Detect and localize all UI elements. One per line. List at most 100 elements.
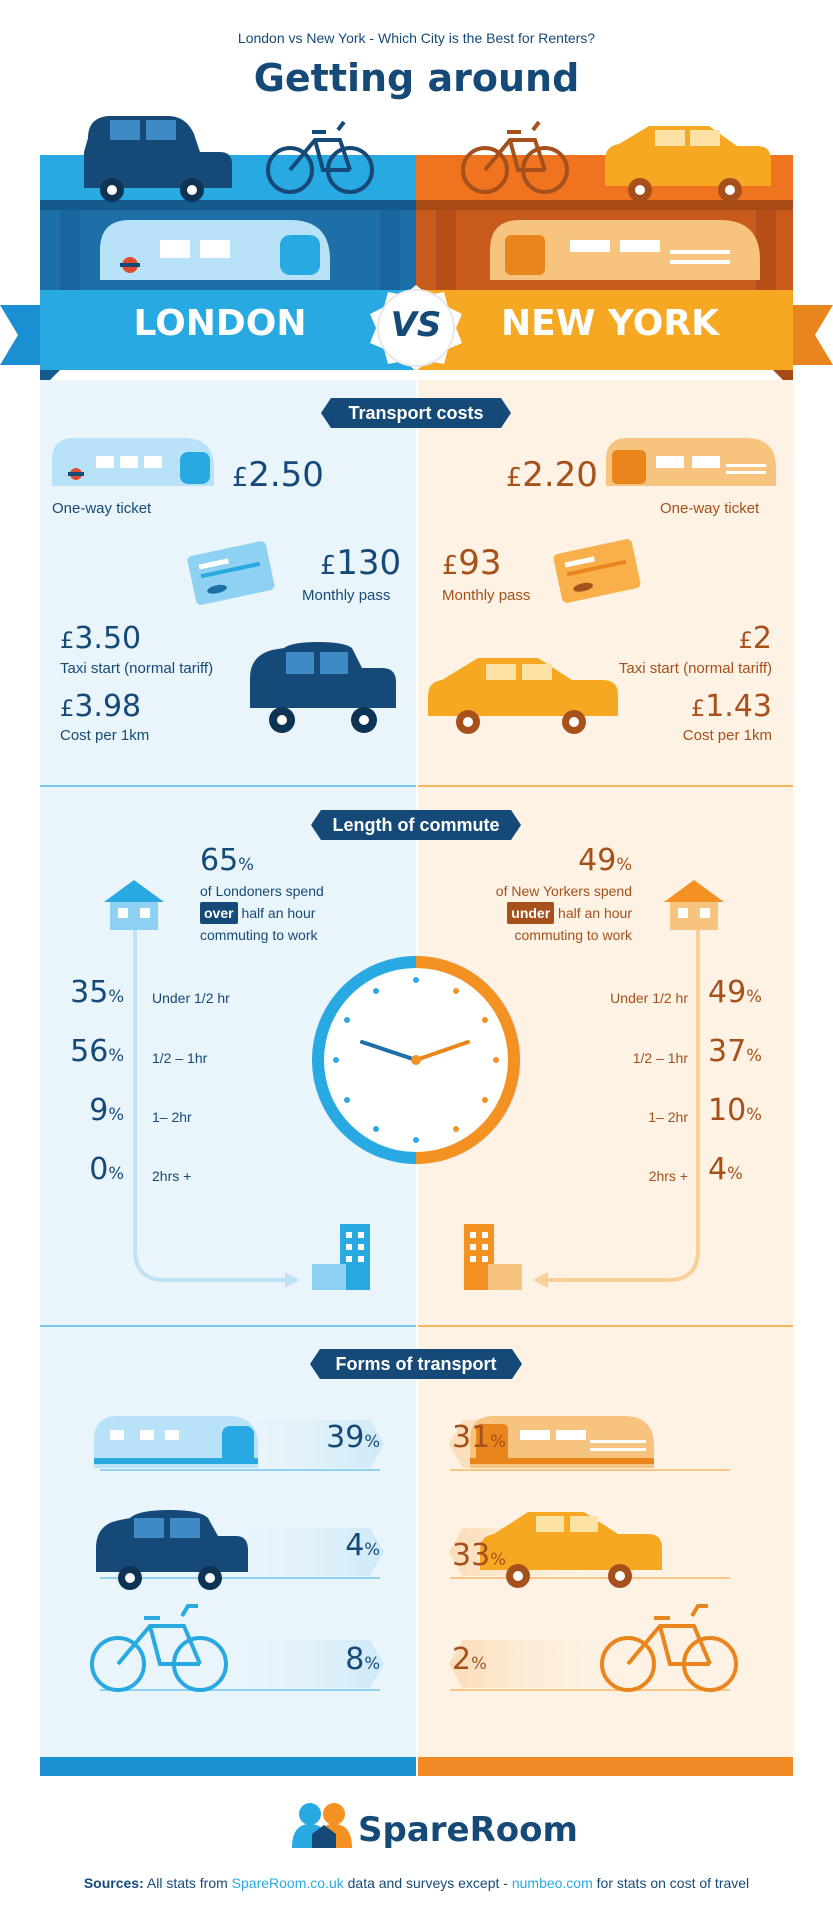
value: 4 xyxy=(345,1528,365,1563)
forms-illustration xyxy=(90,1416,738,1692)
text: half an hour xyxy=(237,905,316,921)
highlight: over xyxy=(200,902,238,924)
value: 3.50 xyxy=(74,621,142,656)
ny-train-icon xyxy=(470,1416,654,1468)
pct-symbol: % xyxy=(364,1654,380,1673)
london-taxi-small-icon xyxy=(250,642,396,733)
ny-taxi-km-label: Cost per 1km xyxy=(682,727,772,744)
ny-commute-value: 37% xyxy=(708,1034,762,1069)
spareroom-link[interactable]: SpareRoom.co.uk xyxy=(231,1875,344,1891)
value: 39 xyxy=(326,1420,365,1455)
text-line: of Londoners spend xyxy=(200,883,324,899)
value: 65 xyxy=(200,843,239,878)
text-line: over half an hour xyxy=(200,902,324,924)
text: All stats from xyxy=(143,1875,232,1891)
section-title-commute: Length of commute xyxy=(311,810,521,840)
sources-line: Sources: All stats from SpareRoom.co.uk … xyxy=(0,1875,833,1891)
highlight: under xyxy=(507,902,555,924)
ny-house-icon xyxy=(664,880,724,930)
value: 2 xyxy=(752,621,772,656)
ny-train-small-icon xyxy=(606,438,776,486)
banner-new-york: NEW YORK xyxy=(501,303,719,344)
london-bike-share: 8% xyxy=(310,1642,380,1677)
commute-row-label: 2hrs + xyxy=(152,1168,192,1184)
banner-illustration xyxy=(0,116,833,390)
bottom-bar xyxy=(40,1757,416,1776)
section-title-forms: Forms of transport xyxy=(310,1349,522,1379)
text: half an hour xyxy=(554,905,632,921)
page-subtitle: London vs New York - Which City is the B… xyxy=(237,30,596,46)
numbeo-link[interactable]: numbeo.com xyxy=(511,1875,593,1891)
value: 9 xyxy=(89,1093,109,1128)
pct-symbol: % xyxy=(108,987,124,1006)
london-ticket-price: £2.50 xyxy=(232,455,324,495)
spareroom-logo-icon xyxy=(292,1803,352,1848)
pct-symbol: % xyxy=(746,987,762,1006)
london-taxi-km-price: £3.98 xyxy=(60,689,141,724)
london-commute-text: of Londoners spend over half an hour com… xyxy=(200,880,324,946)
text-line: commuting to work xyxy=(200,927,318,943)
pct-symbol: % xyxy=(108,1046,124,1065)
ny-pass-label: Monthly pass xyxy=(442,587,531,604)
commute-row-label: 1– 2hr xyxy=(152,1109,192,1125)
ny-commute-value: 49% xyxy=(708,975,762,1010)
currency-symbol: £ xyxy=(690,696,706,722)
text-line: commuting to work xyxy=(514,927,632,943)
value: 4 xyxy=(708,1152,728,1187)
london-taxi-icon xyxy=(84,116,232,202)
commute-diagram xyxy=(133,930,700,1288)
brand-name: SpareRoom xyxy=(358,1810,578,1850)
value: 130 xyxy=(336,543,402,583)
london-train-small-icon xyxy=(52,438,214,486)
pct-symbol: % xyxy=(490,1432,506,1451)
page-title: Getting around xyxy=(253,56,580,100)
text: for stats on cost of travel xyxy=(592,1875,750,1891)
london-travelcard-icon xyxy=(187,541,275,605)
london-taxi-share: 4% xyxy=(310,1528,380,1563)
currency-symbol: £ xyxy=(60,696,75,722)
value: 2.50 xyxy=(248,455,324,495)
text-line: of New Yorkers spend xyxy=(495,883,632,899)
london-taxi-icon xyxy=(96,1510,248,1590)
currency-symbol: £ xyxy=(232,463,249,493)
value: 8 xyxy=(345,1642,365,1677)
value: 10 xyxy=(708,1093,747,1128)
banner-london: LONDON xyxy=(133,303,307,344)
vs-badge xyxy=(370,285,462,371)
pct-symbol: % xyxy=(490,1550,506,1569)
commute-row-label: Under 1/2 hr xyxy=(152,990,230,1006)
ny-taxi-km-price: £1.43 xyxy=(640,689,772,724)
ny-commute-text: of New Yorkers spend under half an hour … xyxy=(440,880,632,946)
currency-symbol: £ xyxy=(442,551,459,581)
divider xyxy=(418,785,793,787)
commute-row-label: 1/2 – 1hr xyxy=(152,1050,208,1066)
ny-office-icon xyxy=(464,1224,522,1290)
section-title-transport-costs: Transport costs xyxy=(321,398,511,428)
ny-commute-headline: 49% xyxy=(540,843,632,878)
london-ticket-label: One-way ticket xyxy=(52,500,152,517)
ny-pass-price: £93 xyxy=(442,543,502,583)
value: 3.98 xyxy=(74,689,142,724)
london-house-icon xyxy=(104,880,164,930)
ny-train-share: 31% xyxy=(452,1420,506,1455)
commute-row-label: 1– 2hr xyxy=(648,1109,688,1125)
london-commute-value: 9% xyxy=(56,1093,124,1128)
currency-symbol: £ xyxy=(320,551,337,581)
london-taxi-km-label: Cost per 1km xyxy=(60,727,150,744)
pct-symbol: % xyxy=(616,855,632,874)
pct-symbol: % xyxy=(746,1105,762,1124)
value: 2 xyxy=(452,1642,472,1677)
ny-bike-icon xyxy=(600,1604,738,1692)
ny-taxi-small-icon xyxy=(428,658,618,734)
value: 93 xyxy=(458,543,502,583)
pct-symbol: % xyxy=(727,1164,743,1183)
commute-row-label: 1/2 – 1hr xyxy=(632,1050,688,1066)
ny-bike-share: 2% xyxy=(452,1642,487,1677)
london-train-icon xyxy=(100,220,330,280)
london-bike-icon xyxy=(90,1604,228,1692)
ny-train-icon xyxy=(490,220,760,280)
bottom-bar xyxy=(418,1757,793,1776)
london-commute-value: 0% xyxy=(56,1152,124,1187)
pct-symbol: % xyxy=(108,1164,124,1183)
value: 49 xyxy=(708,975,747,1010)
